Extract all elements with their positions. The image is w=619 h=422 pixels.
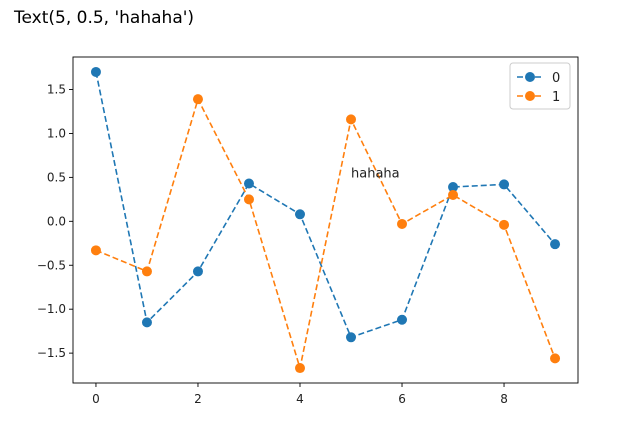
data-point-series-0	[243, 178, 254, 189]
x-tick-label: 0	[92, 392, 100, 406]
data-point-series-0	[192, 266, 203, 277]
y-tick-label: 0.0	[47, 214, 66, 228]
y-tick-label: 1.0	[47, 126, 66, 140]
cell-output-text: Text(5, 0.5, 'hahaha')	[14, 8, 195, 28]
plot-area	[72, 56, 579, 384]
x-tick-label: 4	[296, 392, 304, 406]
legend-label: 0	[552, 71, 560, 86]
data-point-series-0	[294, 209, 305, 220]
legend-label: 1	[552, 90, 560, 105]
legend-swatch-marker	[525, 91, 535, 101]
data-point-series-0	[448, 182, 459, 193]
data-point-series-1	[243, 194, 254, 205]
data-point-series-1	[192, 94, 203, 105]
data-point-series-1	[346, 114, 357, 125]
data-point-series-1	[294, 363, 305, 374]
x-tick-label: 2	[194, 392, 202, 406]
data-point-series-0	[397, 314, 408, 325]
y-tick-label: 1.5	[47, 83, 66, 97]
x-tick-label: 8	[500, 392, 508, 406]
series-line-0	[95, 71, 556, 339]
y-tick-label: 0.5	[47, 170, 66, 184]
data-point-series-0	[90, 66, 101, 77]
series-line-1	[95, 97, 556, 369]
data-point-series-0	[550, 239, 561, 250]
y-tick-label: −0.5	[37, 258, 66, 272]
data-point-series-1	[499, 219, 510, 230]
data-point-series-1	[141, 266, 152, 277]
legend-swatch-marker	[525, 72, 535, 82]
y-tick-label: −1.0	[37, 302, 66, 316]
data-point-series-0	[499, 179, 510, 190]
annotation-text: hahaha	[351, 166, 400, 181]
y-axis: −1.5 −1.0 −0.5 0.0 0.5 1.0 1.5	[37, 83, 73, 360]
x-axis: 0 2 4 6 8	[92, 383, 508, 406]
legend-box	[509, 62, 571, 110]
x-tick-label: 6	[398, 392, 406, 406]
legend: 01	[509, 62, 571, 110]
series-group	[90, 66, 561, 374]
data-point-series-1	[90, 245, 101, 256]
data-point-series-1	[448, 189, 459, 200]
data-point-series-1	[550, 353, 561, 364]
y-tick-label: −1.5	[37, 346, 66, 360]
data-point-series-0	[346, 332, 357, 343]
data-point-series-1	[397, 218, 408, 229]
data-point-series-0	[141, 317, 152, 328]
